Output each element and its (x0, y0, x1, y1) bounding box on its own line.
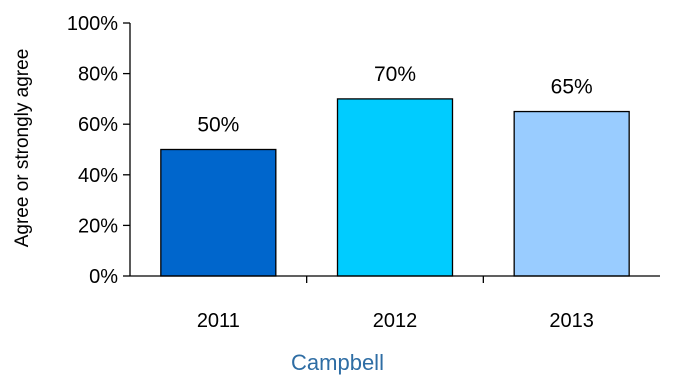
y-tick-label: 80% (78, 64, 118, 86)
y-tick-label: 0% (89, 266, 118, 288)
data-label-2012: 70% (374, 63, 416, 86)
x-tick-label-2013: 2013 (549, 310, 594, 332)
data-label-2011: 50% (197, 114, 239, 137)
data-labels: 50% 70% 65% (197, 63, 592, 137)
y-tick-label: 40% (78, 165, 118, 187)
chart-plot: Agree or strongly agree 0% 20% 40% 60% 80% 10… (12, 13, 660, 332)
bar-2013 (513, 110, 630, 277)
data-label-2013: 65% (551, 76, 593, 99)
y-tick-label: 20% (78, 215, 118, 237)
x-tick-label-2011: 2011 (197, 310, 240, 332)
bar-2012 (336, 98, 454, 277)
y-axis-title-group: Agree or strongly agree (12, 49, 33, 248)
y-tick-label: 60% (78, 114, 118, 136)
y-tick-label: 100% (67, 13, 118, 35)
bars (160, 98, 630, 277)
y-axis: 0% 20% 40% 60% 80% 100% (67, 13, 131, 288)
x-axis: 2011 2012 2013 (130, 275, 660, 332)
bar-2011 (160, 148, 277, 277)
chart-title: Campbell (291, 350, 384, 375)
y-axis-title: Agree or strongly agree (12, 49, 33, 248)
x-tick-label-2012: 2012 (373, 310, 418, 332)
